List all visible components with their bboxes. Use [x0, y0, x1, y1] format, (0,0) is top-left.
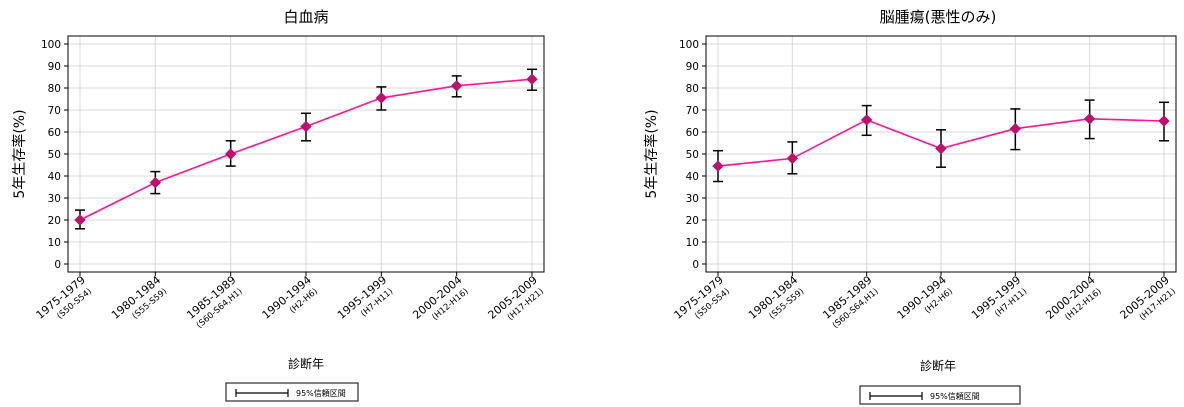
- y-tick-label: 20: [686, 215, 699, 227]
- y-tick-label: 30: [48, 193, 61, 205]
- y-tick-label: 90: [48, 61, 61, 73]
- y-tick-label: 70: [48, 105, 61, 117]
- y-tick-label: 30: [686, 193, 699, 205]
- data-point: [860, 114, 873, 126]
- data-point: [300, 120, 312, 133]
- data-point: [224, 148, 237, 160]
- y-tick-label: 80: [686, 83, 699, 95]
- legend-label: 95%信頼区間: [296, 388, 346, 398]
- y-tick-label: 0: [54, 259, 61, 271]
- data-point: [375, 92, 388, 104]
- y-tick-label: 100: [679, 39, 699, 51]
- chart-title: 白血病: [283, 8, 328, 26]
- data-point: [1083, 113, 1096, 125]
- data-point: [526, 73, 538, 85]
- y-tick-label: 20: [48, 215, 61, 227]
- y-tick-label: 60: [48, 127, 61, 139]
- legend-box: [225, 382, 359, 402]
- y-tick-label: 50: [686, 149, 699, 161]
- data-point: [712, 160, 724, 172]
- legend-box: [859, 385, 1021, 405]
- y-tick-label: 60: [686, 127, 699, 139]
- y-axis-title: 5年生存率(%): [11, 109, 28, 198]
- x-axis-title: 診断年: [920, 358, 956, 373]
- y-tick-label: 100: [41, 39, 61, 51]
- y-axis-title: 5年生存率(%): [643, 109, 660, 198]
- data-point: [74, 214, 86, 226]
- y-tick-label: 70: [686, 105, 699, 117]
- legend-label: 95%信頼区間: [930, 391, 980, 401]
- data-point: [1009, 122, 1022, 135]
- data-point: [786, 152, 799, 165]
- chart-leukemia: 白血病01020304050607080901005年生存率(%)1975-19…: [11, 8, 546, 402]
- data-point: [450, 80, 463, 92]
- chart-brain-tumor: 脳腫瘍(悪性のみ)01020304050607080901005年生存率(%)1…: [643, 8, 1178, 405]
- y-tick-label: 0: [692, 259, 699, 271]
- y-tick-label: 40: [686, 171, 699, 183]
- y-tick-label: 50: [48, 149, 61, 161]
- y-tick-label: 10: [48, 237, 61, 249]
- data-point: [1158, 115, 1170, 127]
- data-point: [935, 142, 947, 155]
- y-tick-label: 40: [48, 171, 61, 183]
- chart-title: 脳腫瘍(悪性のみ): [880, 8, 997, 26]
- x-axis-title: 診断年: [288, 356, 324, 371]
- data-point: [149, 176, 162, 189]
- y-tick-label: 80: [48, 83, 61, 95]
- y-tick-label: 10: [686, 237, 699, 249]
- y-tick-label: 90: [686, 61, 699, 73]
